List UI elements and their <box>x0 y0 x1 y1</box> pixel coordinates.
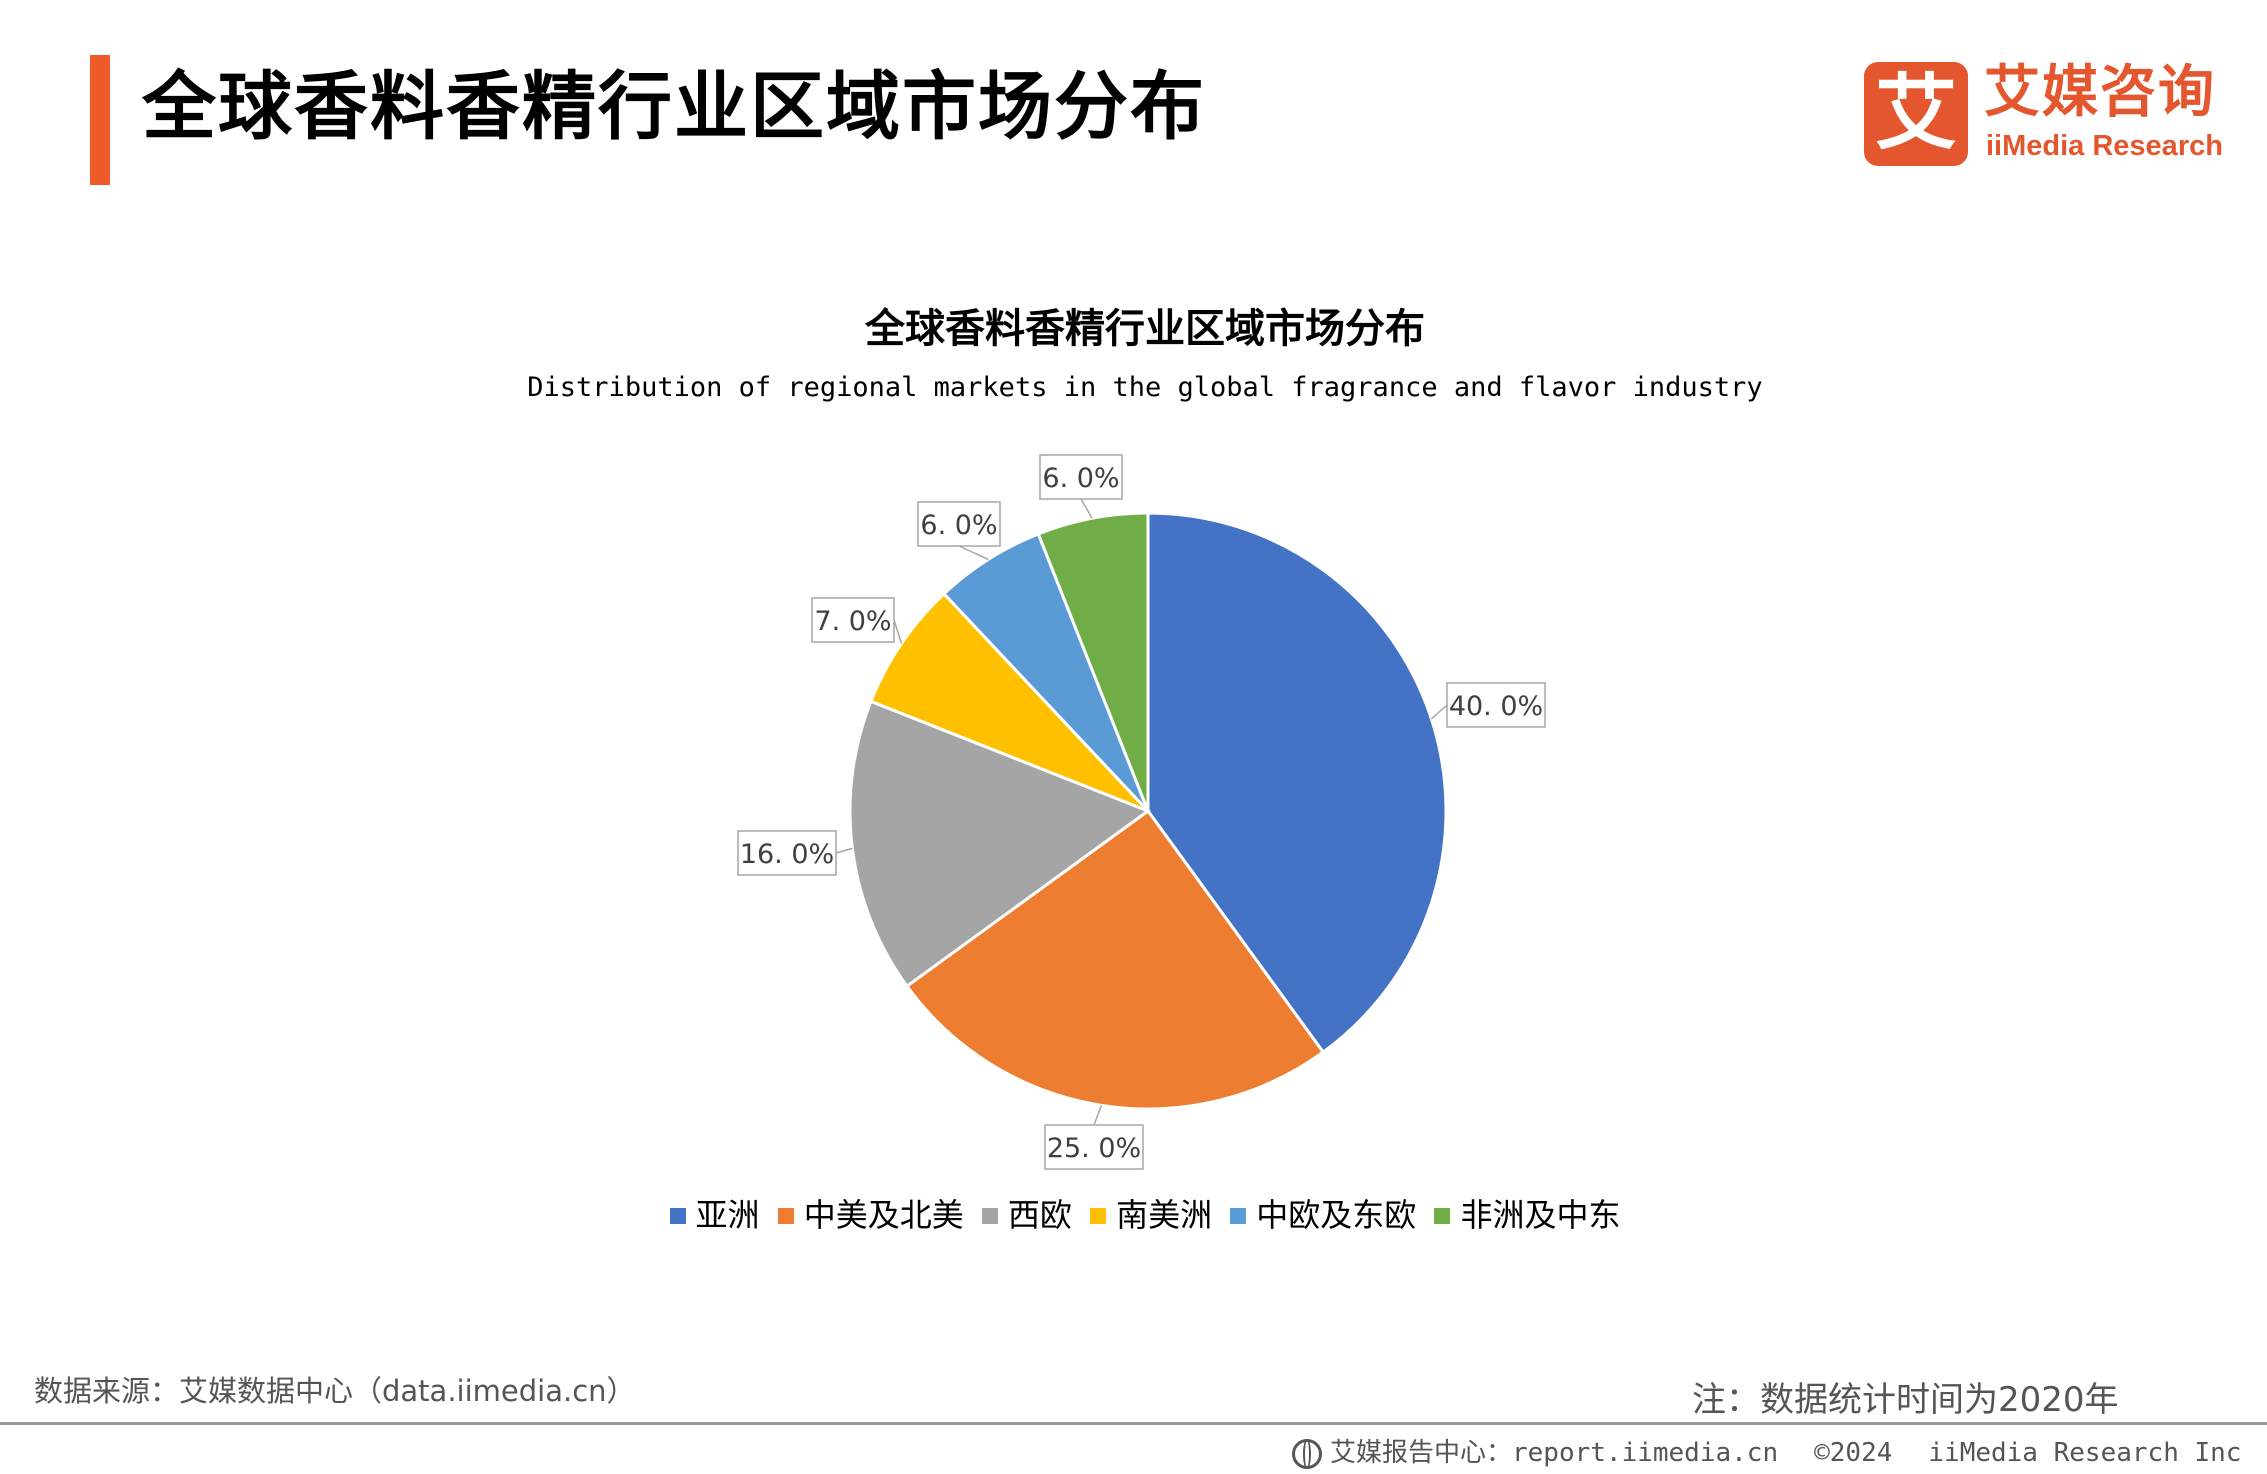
legend-swatch <box>1230 1208 1247 1224</box>
legend-item-central-eastern-europe: 中欧及东欧 <box>1230 1190 1416 1236</box>
legend-swatch <box>981 1208 998 1224</box>
callout-box <box>1044 1124 1144 1170</box>
footer-copyright: ©2024 <box>1814 1438 1893 1468</box>
data-label-central-north-america: 25. 0% <box>1047 1133 1141 1164</box>
logo-mark: 艾 <box>1864 62 1968 166</box>
legend-label: 亚洲 <box>695 1196 760 1234</box>
legend-item-south-america: 南美洲 <box>1090 1190 1212 1236</box>
data-label-asia: 40. 0% <box>1449 691 1543 722</box>
pie-slice-central-north-america <box>904 808 1326 1111</box>
data-label-africa-middle-east: 6. 0% <box>1042 463 1119 494</box>
callout-box <box>917 501 1001 547</box>
callout-leader <box>893 619 903 644</box>
legend-swatch <box>669 1208 686 1224</box>
pie-slice-africa-middle-east <box>1036 511 1150 812</box>
page-title: 全球香料香精行业区域市场分布 <box>142 64 1206 150</box>
legend-label: 中欧及东欧 <box>1256 1196 1417 1234</box>
callout-leader <box>835 847 853 854</box>
data-source: 数据来源：艾媒数据中心（data.iimedia.cn） <box>34 1374 636 1408</box>
legend-item-central-north-america: 中美及北美 <box>777 1190 964 1236</box>
footer-site[interactable]: 艾媒报告中心：report.iimedia.cn <box>1330 1438 1779 1468</box>
pie-slice-western-europe <box>848 699 1152 989</box>
callout-box <box>811 597 895 643</box>
legend-label: 南美洲 <box>1116 1196 1213 1234</box>
chart-title: 全球香料香精行业区域市场分布 <box>865 306 1425 352</box>
chart-legend: 亚洲 中美及北美 西欧 南美洲 中欧及东欧 非洲及中东 <box>0 1190 2267 1236</box>
footer-company: iiMedia Research Inc <box>1928 1438 2242 1468</box>
globe-icon <box>1292 1439 1322 1469</box>
chart-subtitle: Distribution of regional markets in the … <box>527 372 1763 403</box>
data-label-western-europe: 16. 0% <box>740 839 834 870</box>
title-accent-bar <box>90 55 110 185</box>
legend-label: 中美及北美 <box>803 1196 964 1234</box>
footer-bar: 艾媒报告中心：report.iimedia.cn ©2024 iiMedia Res… <box>1292 1432 2241 1469</box>
legend-label: 西欧 <box>1007 1196 1072 1234</box>
callout-leader <box>1430 704 1448 720</box>
logo-english-name: iiMedia Research <box>1986 130 2223 162</box>
legend-swatch <box>777 1208 794 1224</box>
footer-divider <box>0 1422 2267 1425</box>
callout-box <box>1039 454 1123 500</box>
pie-chart: 40. 0% 25. 0% 16. 0% 7. 0% 6. 0% 6. 0% <box>737 454 1546 1170</box>
legend-item-western-europe: 西欧 <box>981 1190 1072 1236</box>
callout-box <box>1446 682 1546 728</box>
legend-swatch <box>1090 1208 1107 1224</box>
logo-chinese-name: 艾媒咨询 <box>1984 60 2216 125</box>
data-label-central-eastern-europe: 6. 0% <box>920 510 997 541</box>
legend-item-asia: 亚洲 <box>669 1190 760 1236</box>
callout-leader <box>1080 498 1093 519</box>
legend-item-africa-middle-east: 非洲及中东 <box>1434 1190 1620 1236</box>
callout-leader <box>958 545 989 561</box>
data-label-south-america: 7. 0% <box>814 606 891 637</box>
callout-box <box>737 830 837 876</box>
brand-logo: 艾 艾媒咨询 iiMedia Research <box>1864 62 2244 170</box>
callout-leader <box>1093 1105 1103 1126</box>
legend-swatch <box>1434 1208 1451 1224</box>
legend-label: 非洲及中东 <box>1460 1196 1621 1234</box>
data-note: 注：数据统计时间为2020年 <box>1692 1380 2119 1420</box>
pie-slice-asia <box>1146 511 1448 1055</box>
